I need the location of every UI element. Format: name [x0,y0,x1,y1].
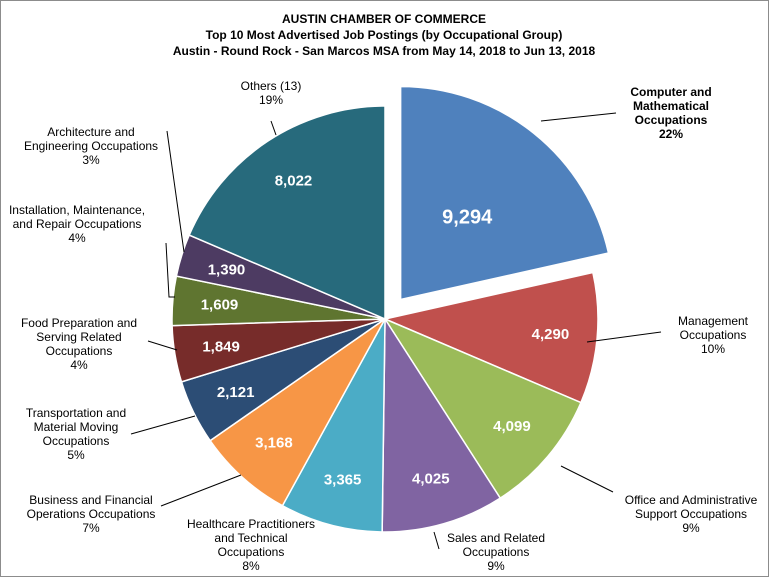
pie-slice-business-and-financial-operations-occupations [209,318,386,507]
value-label-management-occupations: 4,290 [532,326,570,343]
leader-line-computer-and-mathematical-occupations [540,112,617,122]
label-line: Others (13) [241,79,302,93]
label-line: Mathematical [633,99,709,113]
label-line: Sales and Related [447,531,545,545]
value-label-food-preparation-and-serving-related-occupations: 1,849 [202,338,240,355]
percent-label: 22% [659,127,683,141]
value-label-computer-and-mathematical-occupations: 9,294 [442,206,493,228]
category-label-management-occupations: Management Occupations 10% [678,314,749,356]
leader-line-business-and-financial-operations-occupations [160,474,242,507]
pie-slice-healthcare-practitioners-and-technical-occupations [281,318,386,533]
label-line: Healthcare Practitioners [187,517,315,531]
category-label-others-13: Others (13) 19% [241,79,302,107]
percent-label: 9% [682,521,700,535]
chart-title: AUSTIN CHAMBER OF COMMERCE Top 10 Most Ad… [173,12,596,58]
category-label-office-and-administrative-support-occupations: Office and Administrative Support Occupat… [625,493,758,535]
label-line: Engineering Occupations [24,139,158,153]
chart-title-line-3: Austin - Round Rock - San Marcos MSA fro… [173,44,596,58]
label-line: Management [678,314,749,328]
label-line: and Repair Occupations [13,217,142,231]
value-label-healthcare-practitioners-and-technical-occupations: 3,365 [324,472,362,489]
label-line: Office and Administrative [625,493,758,507]
category-label-sales-and-related-occupations: Sales and Related Occupations 9% [447,531,545,573]
value-label-others-13: 8,022 [275,172,313,189]
label-line: Occupations [43,434,110,448]
label-line: Transportation and [26,406,126,420]
label-line: Operations Occupations [27,507,156,521]
value-label-architecture-and-engineering-occupations: 1,390 [208,261,246,278]
value-label-sales-and-related-occupations: 4,025 [412,471,450,488]
label-line: Occupations [463,545,530,559]
category-label-transportation-and-material-moving-occupations: Transportation and Material Moving Occupat… [26,406,126,462]
category-label-business-and-financial-operations-occupations: Business and Financial Operations Occupat… [27,493,156,535]
pie-slice-others-13 [188,105,386,321]
percent-label: 7% [82,521,100,535]
pie-slice-office-and-administrative-support-occupations [383,317,582,500]
leader-line-transportation-and-material-moving-occupations [130,415,196,435]
leader-line-others-13 [270,120,277,136]
category-labels: Computer and Mathematical Occupations 22%Ma… [9,79,758,573]
value-label-business-and-financial-operations-occupations: 3,168 [255,435,293,452]
label-line: Occupations [46,344,113,358]
leader-line-sales-and-related-occupations [433,531,440,550]
label-line: Occupations [635,113,708,127]
category-label-healthcare-practitioners-and-technical-occupations: Healthcare Practitioners and Technical Occ… [187,517,315,573]
leader-line-office-and-administrative-support-occupations [560,465,614,493]
category-label-computer-and-mathematical-occupations: Computer and Mathematical Occupations 22% [630,85,711,141]
percent-label: 4% [68,231,86,245]
percent-label: 3% [82,153,100,167]
label-line: Food Preparation and [21,316,137,330]
percent-label: 9% [487,559,505,573]
chart-title-line-1: AUSTIN CHAMBER OF COMMERCE [282,12,486,26]
leader-line-architecture-and-engineering-occupations [166,130,185,253]
percent-label: 4% [70,358,88,372]
value-label-office-and-administrative-support-occupations: 4,099 [493,418,531,435]
label-line: Architecture and [47,125,134,139]
label-line: Occupations [218,545,285,559]
label-line: Computer and [630,85,711,99]
category-label-installation-maintenance-and-repair-occupations: Installation, Maintenance, and Repair Occ… [9,203,145,245]
chart-title-line-2: Top 10 Most Advertised Job Postings (by … [206,28,563,42]
pie-slice-computer-and-mathematical-occupations [399,85,610,301]
percent-label: 8% [242,559,260,573]
percent-label: 19% [259,93,283,107]
percent-label: 5% [67,448,85,462]
leader-line-food-preparation-and-serving-related-occupations [147,340,178,351]
label-line: Installation, Maintenance, [9,203,145,217]
label-line: Material Moving [34,420,119,434]
label-line: and Technical [214,531,287,545]
label-line: Occupations [680,328,747,342]
category-label-architecture-and-engineering-occupations: Architecture and Engineering Occupations 3… [24,125,158,167]
label-line: Serving Related [36,330,121,344]
leader-lines [130,112,662,550]
pie-slice-management-occupations [382,271,599,404]
leader-line-management-occupations [586,331,662,343]
pie-slice-sales-and-related-occupations [381,316,502,533]
value-labels: 9,294 4,290 4,099 4,025 3,365 3,168 2,121 1,849… [201,172,569,488]
label-line: Support Occupations [635,507,747,521]
percent-label: 10% [701,342,725,356]
label-line: Business and Financial [29,493,152,507]
value-label-installation-maintenance-and-repair-occupations: 1,609 [201,297,239,314]
value-label-transportation-and-material-moving-occupations: 2,121 [217,384,255,401]
pie-slices [171,85,610,533]
category-label-food-preparation-and-serving-related-occupations: Food Preparation and Serving Related Occup… [21,316,137,372]
leader-line-installation-maintenance-and-repair-occupations [165,242,175,298]
